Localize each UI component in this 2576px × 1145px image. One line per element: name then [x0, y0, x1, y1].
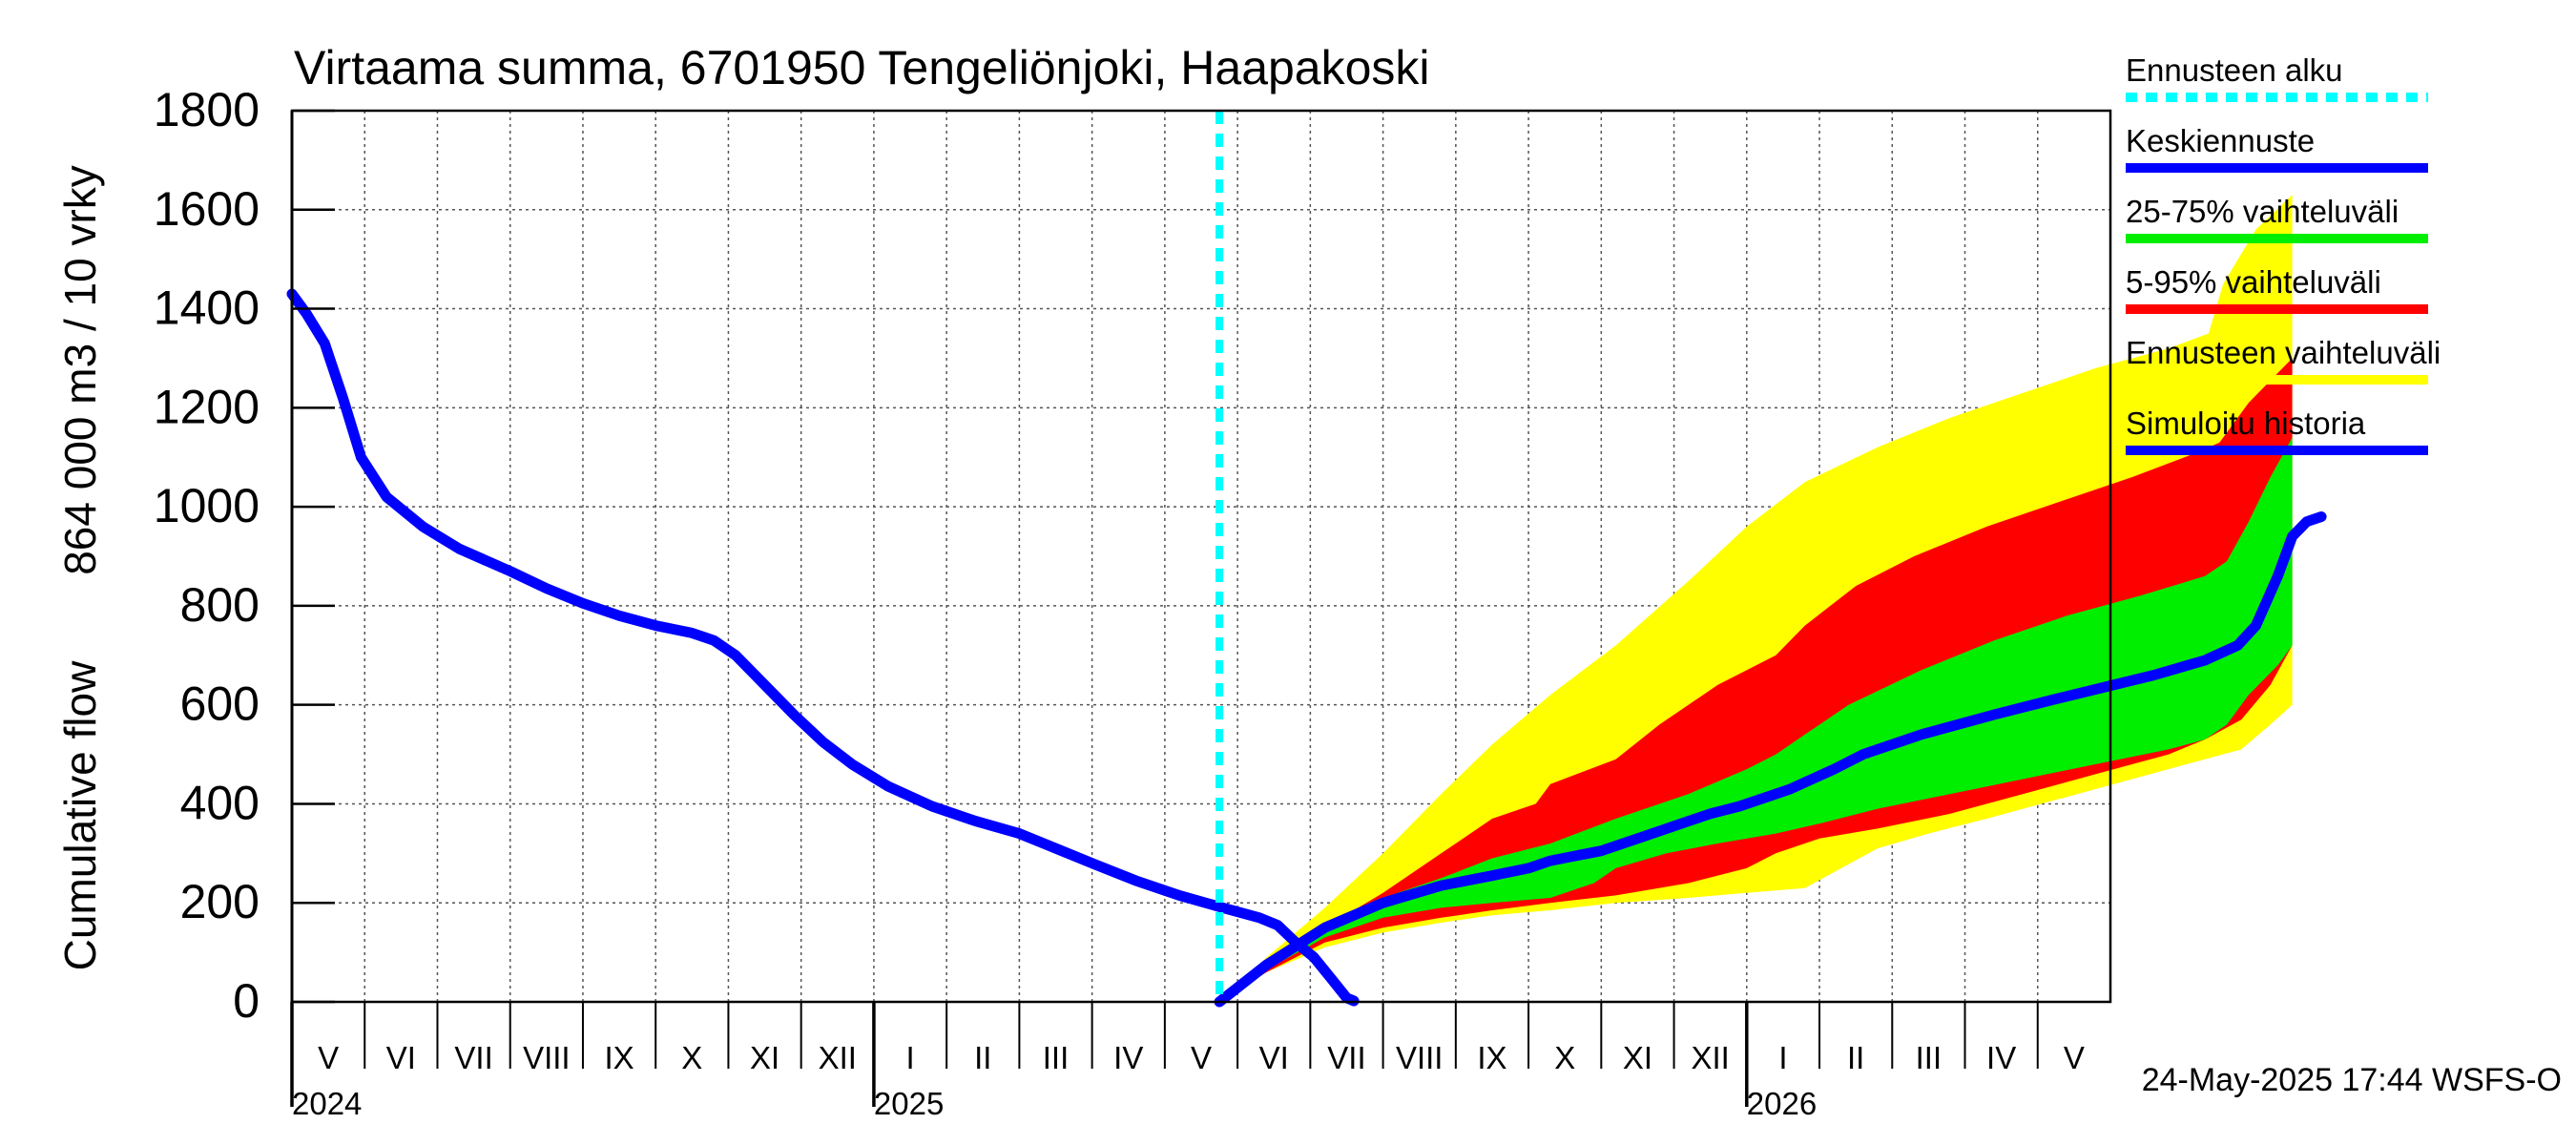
y-axis-label-fi: 864 000 m3 / 10 vrky [55, 165, 105, 575]
month-label: X [1554, 1040, 1575, 1075]
month-label: VI [386, 1040, 416, 1075]
legend-label: 5-95% vaihteluväli [2126, 264, 2381, 300]
line-layer [286, 111, 2327, 1008]
month-label: I [1778, 1040, 1787, 1075]
y-tick-label: 1000 [154, 479, 260, 532]
legend-label: Simuloitu historia [2126, 406, 2366, 441]
series-line-keskiennuste [1214, 511, 2327, 1008]
month-label: I [905, 1040, 914, 1075]
y-tick-label: 0 [233, 974, 260, 1028]
month-label: VI [1259, 1040, 1289, 1075]
year-label: 2025 [874, 1086, 944, 1121]
year-label: 2024 [292, 1086, 362, 1121]
month-label: IX [604, 1040, 634, 1075]
month-label: II [1847, 1040, 1864, 1075]
month-label: V [2064, 1040, 2085, 1075]
month-label: XI [1623, 1040, 1652, 1075]
y-axis-label: Cumulative flow 864 000 m3 / 10 vrky [55, 165, 105, 970]
series-line-simuloitu-historia [286, 288, 1360, 1007]
band-25-75-vaihteluv-li [1219, 437, 2293, 1002]
legend-label: 25-75% vaihteluväli [2126, 194, 2399, 229]
month-label: II [974, 1040, 991, 1075]
month-label: IX [1477, 1040, 1506, 1075]
month-label: IV [1113, 1040, 1143, 1075]
legend-label: Keskiennuste [2126, 123, 2315, 158]
band-ennusteen-vaihteluv-li [1219, 195, 2293, 1002]
legend-layer: Ennusteen alku Keskiennuste 25-75% vaihtel… [2126, 52, 2441, 455]
month-label: VIII [1396, 1040, 1444, 1075]
year-label: 2026 [1747, 1086, 1817, 1121]
chart-title: Virtaama summa, 6701950 Tengeliönjoki, H… [294, 41, 1430, 94]
y-tick-label: 400 [180, 776, 260, 829]
footer-timestamp: 24-May-2025 17:44 WSFS-O [2142, 1062, 2562, 1098]
y-tick-label: 200 [180, 875, 260, 928]
y-tick-label: 1200 [154, 380, 260, 433]
y-tick-label: 800 [180, 578, 260, 632]
month-label: VII [454, 1040, 492, 1075]
month-label: XII [819, 1040, 857, 1075]
y-tick-label: 600 [180, 677, 260, 731]
band-5-95-vaihteluv-li [1219, 358, 2293, 1002]
month-label: XI [750, 1040, 779, 1075]
legend-label: Ennusteen vaihteluväli [2126, 335, 2441, 370]
band-layer [1219, 195, 2293, 1002]
month-label: III [1916, 1040, 1942, 1075]
month-label: V [318, 1040, 339, 1075]
y-tick-label: 1400 [154, 281, 260, 335]
month-label: V [1191, 1040, 1212, 1075]
month-label: IV [1986, 1040, 2016, 1075]
month-label: VIII [523, 1040, 571, 1075]
y-axis-label-en: Cumulative flow [55, 660, 105, 970]
month-label: VII [1327, 1040, 1365, 1075]
legend-label: Ennusteen alku [2126, 52, 2343, 88]
month-label: X [681, 1040, 702, 1075]
y-tick-label: 1600 [154, 182, 260, 236]
month-label: XII [1692, 1040, 1730, 1075]
month-label: III [1043, 1040, 1070, 1075]
y-tick-label: 1800 [154, 83, 260, 136]
